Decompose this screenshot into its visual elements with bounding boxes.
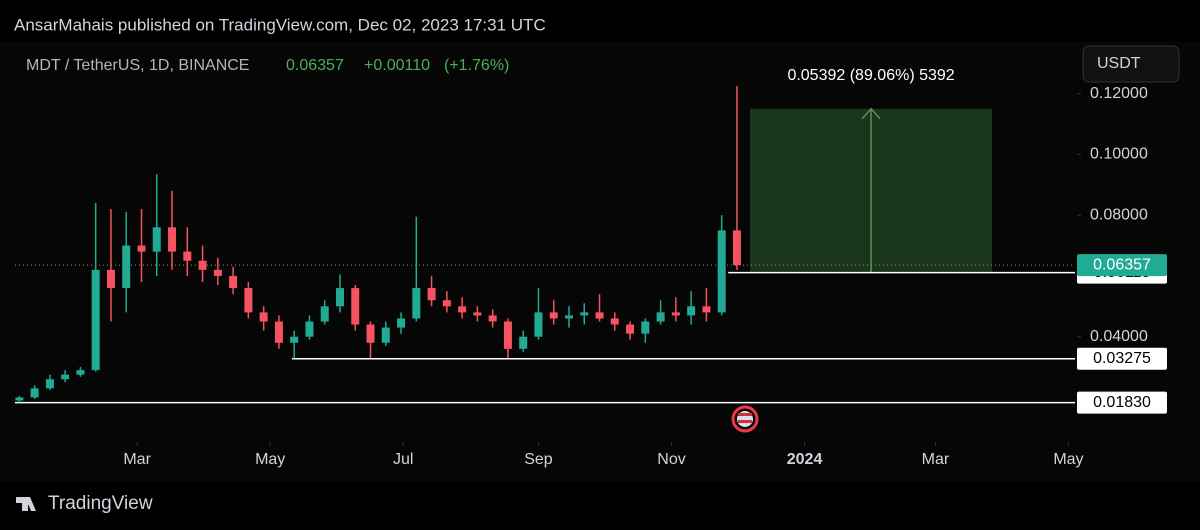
change-pct: (+1.76%) — [444, 57, 509, 74]
candle-body — [641, 321, 650, 334]
candle-body — [30, 388, 39, 398]
candle-body — [488, 315, 497, 322]
currency: USDT — [1097, 55, 1141, 72]
candle-body — [137, 245, 146, 252]
candle-body — [687, 306, 696, 316]
x-tick-label: May — [1053, 451, 1083, 468]
candle-body — [580, 312, 589, 316]
x-tick-label: May — [255, 451, 285, 468]
measure-arrow — [861, 107, 881, 273]
x-tick-label: Mar — [123, 451, 151, 468]
header: AnsarMahais published on TradingView.com… — [14, 15, 546, 34]
candle-body — [626, 324, 635, 334]
candle-body — [503, 321, 512, 349]
candle-body — [366, 324, 375, 343]
level-label: 0.03275 — [1093, 350, 1151, 367]
candle-body — [458, 306, 467, 313]
x-tick-label: Sep — [524, 451, 553, 468]
x-tick-label: 2024 — [787, 451, 823, 468]
candle-body — [732, 230, 741, 266]
last-price-label: 0.06357 — [1093, 256, 1151, 273]
measure-label: 0.05392 (89.06%) 5392 — [787, 67, 954, 84]
candle-body — [122, 245, 131, 289]
candle-body — [473, 312, 482, 316]
candle-body — [290, 336, 299, 343]
candle-body — [152, 227, 161, 252]
change: +0.00110 — [364, 57, 430, 74]
candle-body — [320, 306, 329, 322]
candle-body — [106, 269, 115, 289]
last-price-box — [1077, 254, 1167, 277]
level-label: 0.01830 — [1093, 394, 1151, 411]
candle-body — [61, 374, 70, 380]
candle-body — [442, 300, 451, 307]
candle-body — [671, 312, 680, 316]
candle-body — [702, 306, 711, 313]
flag-icon — [731, 405, 759, 433]
y-tick-label: 0.12000 — [1090, 85, 1148, 102]
candle-body — [45, 379, 54, 389]
brand: TradingView — [48, 493, 153, 514]
x-tick-label: Mar — [922, 451, 950, 468]
candle-body — [259, 312, 268, 322]
candle-body — [335, 288, 344, 307]
candle-body — [274, 321, 283, 343]
price: 0.06357 — [286, 57, 344, 74]
logo — [16, 497, 36, 511]
candle-body — [91, 269, 100, 371]
level-box — [1077, 391, 1167, 414]
candle-body — [168, 227, 177, 252]
y-tick-label: 0.04000 — [1090, 328, 1148, 345]
candle-body — [183, 251, 192, 261]
candle-body — [76, 370, 85, 375]
candle-body — [564, 315, 573, 319]
candle-body — [213, 269, 222, 276]
candle-body — [427, 288, 436, 301]
candle-body — [305, 321, 314, 337]
candle-body — [229, 275, 238, 289]
candle-body — [412, 288, 421, 319]
candle-body — [397, 318, 406, 328]
chart-panel — [0, 42, 1200, 482]
y-tick-label: 0.10000 — [1090, 146, 1148, 163]
y-tick-label: 0.08000 — [1090, 206, 1148, 223]
candle-body — [656, 312, 665, 322]
candle-body — [519, 336, 528, 349]
candle-body — [198, 260, 207, 270]
candle-body — [534, 312, 543, 337]
candle-body — [549, 312, 558, 319]
x-tick-label: Nov — [657, 451, 685, 468]
candle-body — [610, 318, 619, 325]
candle-body — [717, 230, 726, 313]
candle-body — [595, 312, 604, 319]
candle-body — [351, 288, 360, 325]
candle-body — [244, 288, 253, 313]
currency-button[interactable] — [1082, 45, 1180, 83]
symbol: MDT / TetherUS, 1D, BINANCE — [26, 57, 249, 74]
candle-body — [15, 397, 24, 401]
legend: MDT / TetherUS, 1D, BINANCE 0.06357 +0.0… — [26, 57, 509, 74]
level-box — [1077, 347, 1167, 370]
x-tick-label: Jul — [393, 451, 413, 468]
candle-body — [381, 327, 390, 343]
